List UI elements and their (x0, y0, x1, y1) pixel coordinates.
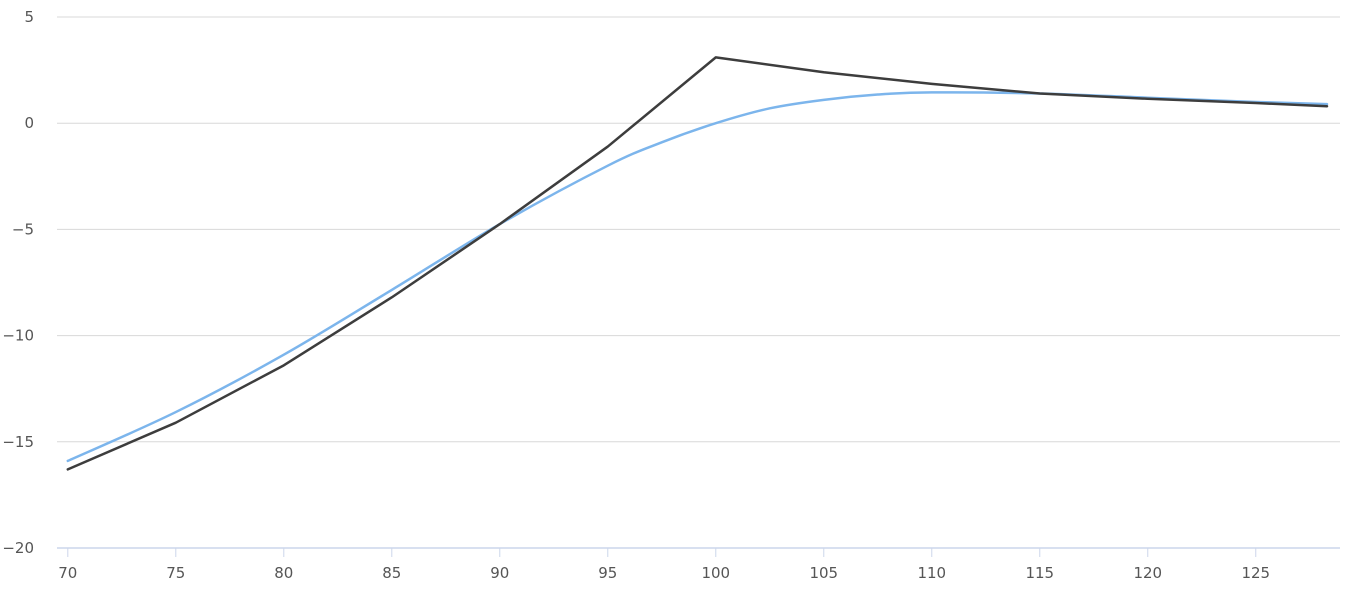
y-tick-label: −20 (2, 539, 34, 557)
y-tick-label: 0 (24, 114, 34, 132)
series-line-0 (66, 56, 1329, 471)
x-axis: 70 75 80 85 90 95 100 105 110 115 120 125 (57, 547, 1340, 582)
series-line-1 (66, 91, 1329, 463)
series-lines (66, 56, 1329, 471)
y-tick-label: −15 (2, 433, 34, 451)
x-tick-label: 110 (917, 564, 946, 582)
x-tick-label: 100 (701, 564, 730, 582)
y-tick-label: −5 (12, 220, 34, 238)
y-axis-labels: 5 0 −5 −10 −15 −20 (2, 8, 34, 557)
x-tick-label: 80 (274, 564, 293, 582)
y-tick-label: 5 (24, 8, 34, 26)
x-tick-label: 70 (58, 564, 77, 582)
x-tick-label: 115 (1025, 564, 1054, 582)
x-tick-label: 75 (166, 564, 185, 582)
y-tick-label: −10 (2, 327, 34, 345)
x-tick-label: 85 (382, 564, 401, 582)
x-tick-label: 90 (490, 564, 509, 582)
x-tick-label: 95 (598, 564, 617, 582)
x-tick-label: 105 (809, 564, 838, 582)
x-tick-label: 120 (1133, 564, 1162, 582)
x-tick-label: 125 (1241, 564, 1270, 582)
gridlines (57, 16, 1340, 443)
